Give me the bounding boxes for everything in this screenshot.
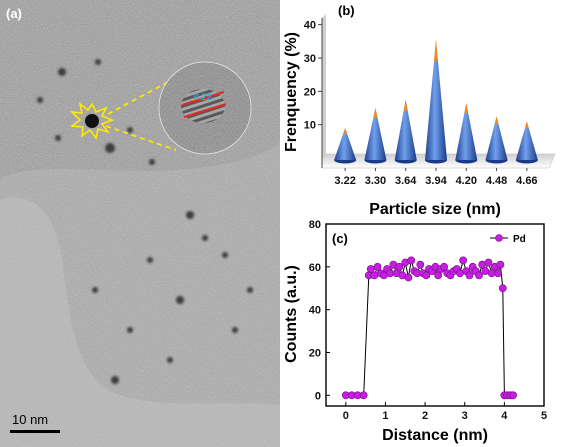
bar-cone: [394, 99, 417, 164]
cone-tip: [343, 128, 348, 134]
y-tick-label: 0: [315, 390, 321, 402]
series-line-pd: [345, 258, 514, 396]
x-tick-label: 3.94: [425, 175, 447, 187]
x-tick-label: 4.48: [486, 175, 507, 187]
x-tick-label: 4: [501, 410, 508, 422]
y-tick-label: 30: [304, 53, 316, 65]
scale-bar: [10, 430, 60, 433]
y-tick-label: 80: [309, 219, 321, 231]
cone-tip: [464, 103, 469, 114]
data-point-pd: [404, 273, 413, 282]
frequency-axis-title: Frenquency (%): [283, 32, 300, 152]
cone-tip: [434, 39, 438, 62]
data-point-pd: [407, 256, 416, 265]
data-point-pd: [440, 262, 449, 271]
bar-cone: [515, 121, 538, 164]
panel-b-label: (b): [338, 3, 355, 18]
particle-size-chart: 10 20 30 40 3.22 3.30 3.64 3.94 4.20 4.48 4.66 (b)…: [283, 3, 556, 218]
data-point-pd: [494, 269, 502, 278]
bar-cone: [425, 39, 447, 164]
hrtem-inset: 0.22: [158, 61, 252, 155]
data-point-pd: [498, 284, 507, 293]
data-point-pd: [509, 391, 517, 400]
data-point-pd: [434, 271, 443, 280]
panel-c-label: (c): [332, 231, 348, 246]
scale-bar-label: 10 nm: [12, 412, 48, 427]
inset-connector-bottom: [105, 125, 177, 151]
x-tick-label: 3.64: [395, 175, 417, 187]
data-point-pd: [359, 391, 368, 400]
x-tick-label: 4.20: [456, 175, 477, 187]
y-tick-label: 60: [309, 262, 321, 274]
x-tick-label: 4.66: [516, 175, 537, 187]
bar-cone: [455, 103, 478, 164]
data-point-pd: [416, 260, 425, 269]
data-point-pd: [422, 271, 431, 280]
cone-tip: [524, 121, 529, 129]
panel-a-label: (a): [6, 6, 22, 21]
cone-tip: [494, 116, 499, 125]
inset-connector-top: [107, 79, 173, 115]
data-point-pd: [366, 265, 375, 273]
chart-back-wall: [322, 14, 326, 158]
x-tick-label: 5: [541, 410, 547, 422]
x-tick-label: 3.30: [365, 175, 386, 187]
y-tick-label: 20: [309, 347, 321, 359]
x-tick-label: 3.22: [334, 175, 355, 187]
bar-cone: [334, 128, 357, 164]
pd-linescan-chart: 0 1 2 3 4 5 0 20 40 60 80 Pd (c) Distance (nm) Cou…: [283, 219, 547, 444]
particle-highlight-starburst: [69, 102, 115, 140]
particle-size-axis-title: Particle size (nm): [369, 201, 501, 218]
y-tick-label: 20: [304, 86, 316, 98]
data-point-pd: [373, 262, 382, 271]
cone-tip: [403, 99, 408, 111]
x-tick-label: 2: [422, 410, 428, 422]
data-point-pd: [496, 260, 505, 269]
cone-tip: [373, 108, 378, 118]
plot-frame: [325, 223, 545, 407]
tem-micrograph: 0.22 (a) 10 nm: [0, 0, 280, 447]
data-point-pd: [465, 271, 474, 280]
distance-axis-title: Distance (nm): [382, 427, 488, 444]
data-point-pd: [475, 271, 483, 280]
lattice-spacing-label: 0.22: [194, 92, 212, 102]
data-point-pd: [484, 258, 493, 267]
legend: Pd: [490, 234, 526, 245]
x-tick-label: 1: [382, 410, 388, 422]
x-tick-label: 3: [462, 410, 468, 422]
bar-cone: [364, 108, 387, 164]
data-point-pd: [395, 262, 404, 271]
y-tick-label: 10: [304, 120, 316, 132]
data-point-pd: [459, 256, 468, 265]
y-tick-label: 40: [304, 20, 316, 32]
x-tick-label: 0: [343, 410, 349, 422]
counts-axis-title: Counts (a.u.): [283, 265, 300, 363]
y-tick-label: 40: [309, 305, 321, 317]
legend-label-pd: Pd: [513, 234, 526, 245]
bar-cone: [485, 116, 508, 164]
